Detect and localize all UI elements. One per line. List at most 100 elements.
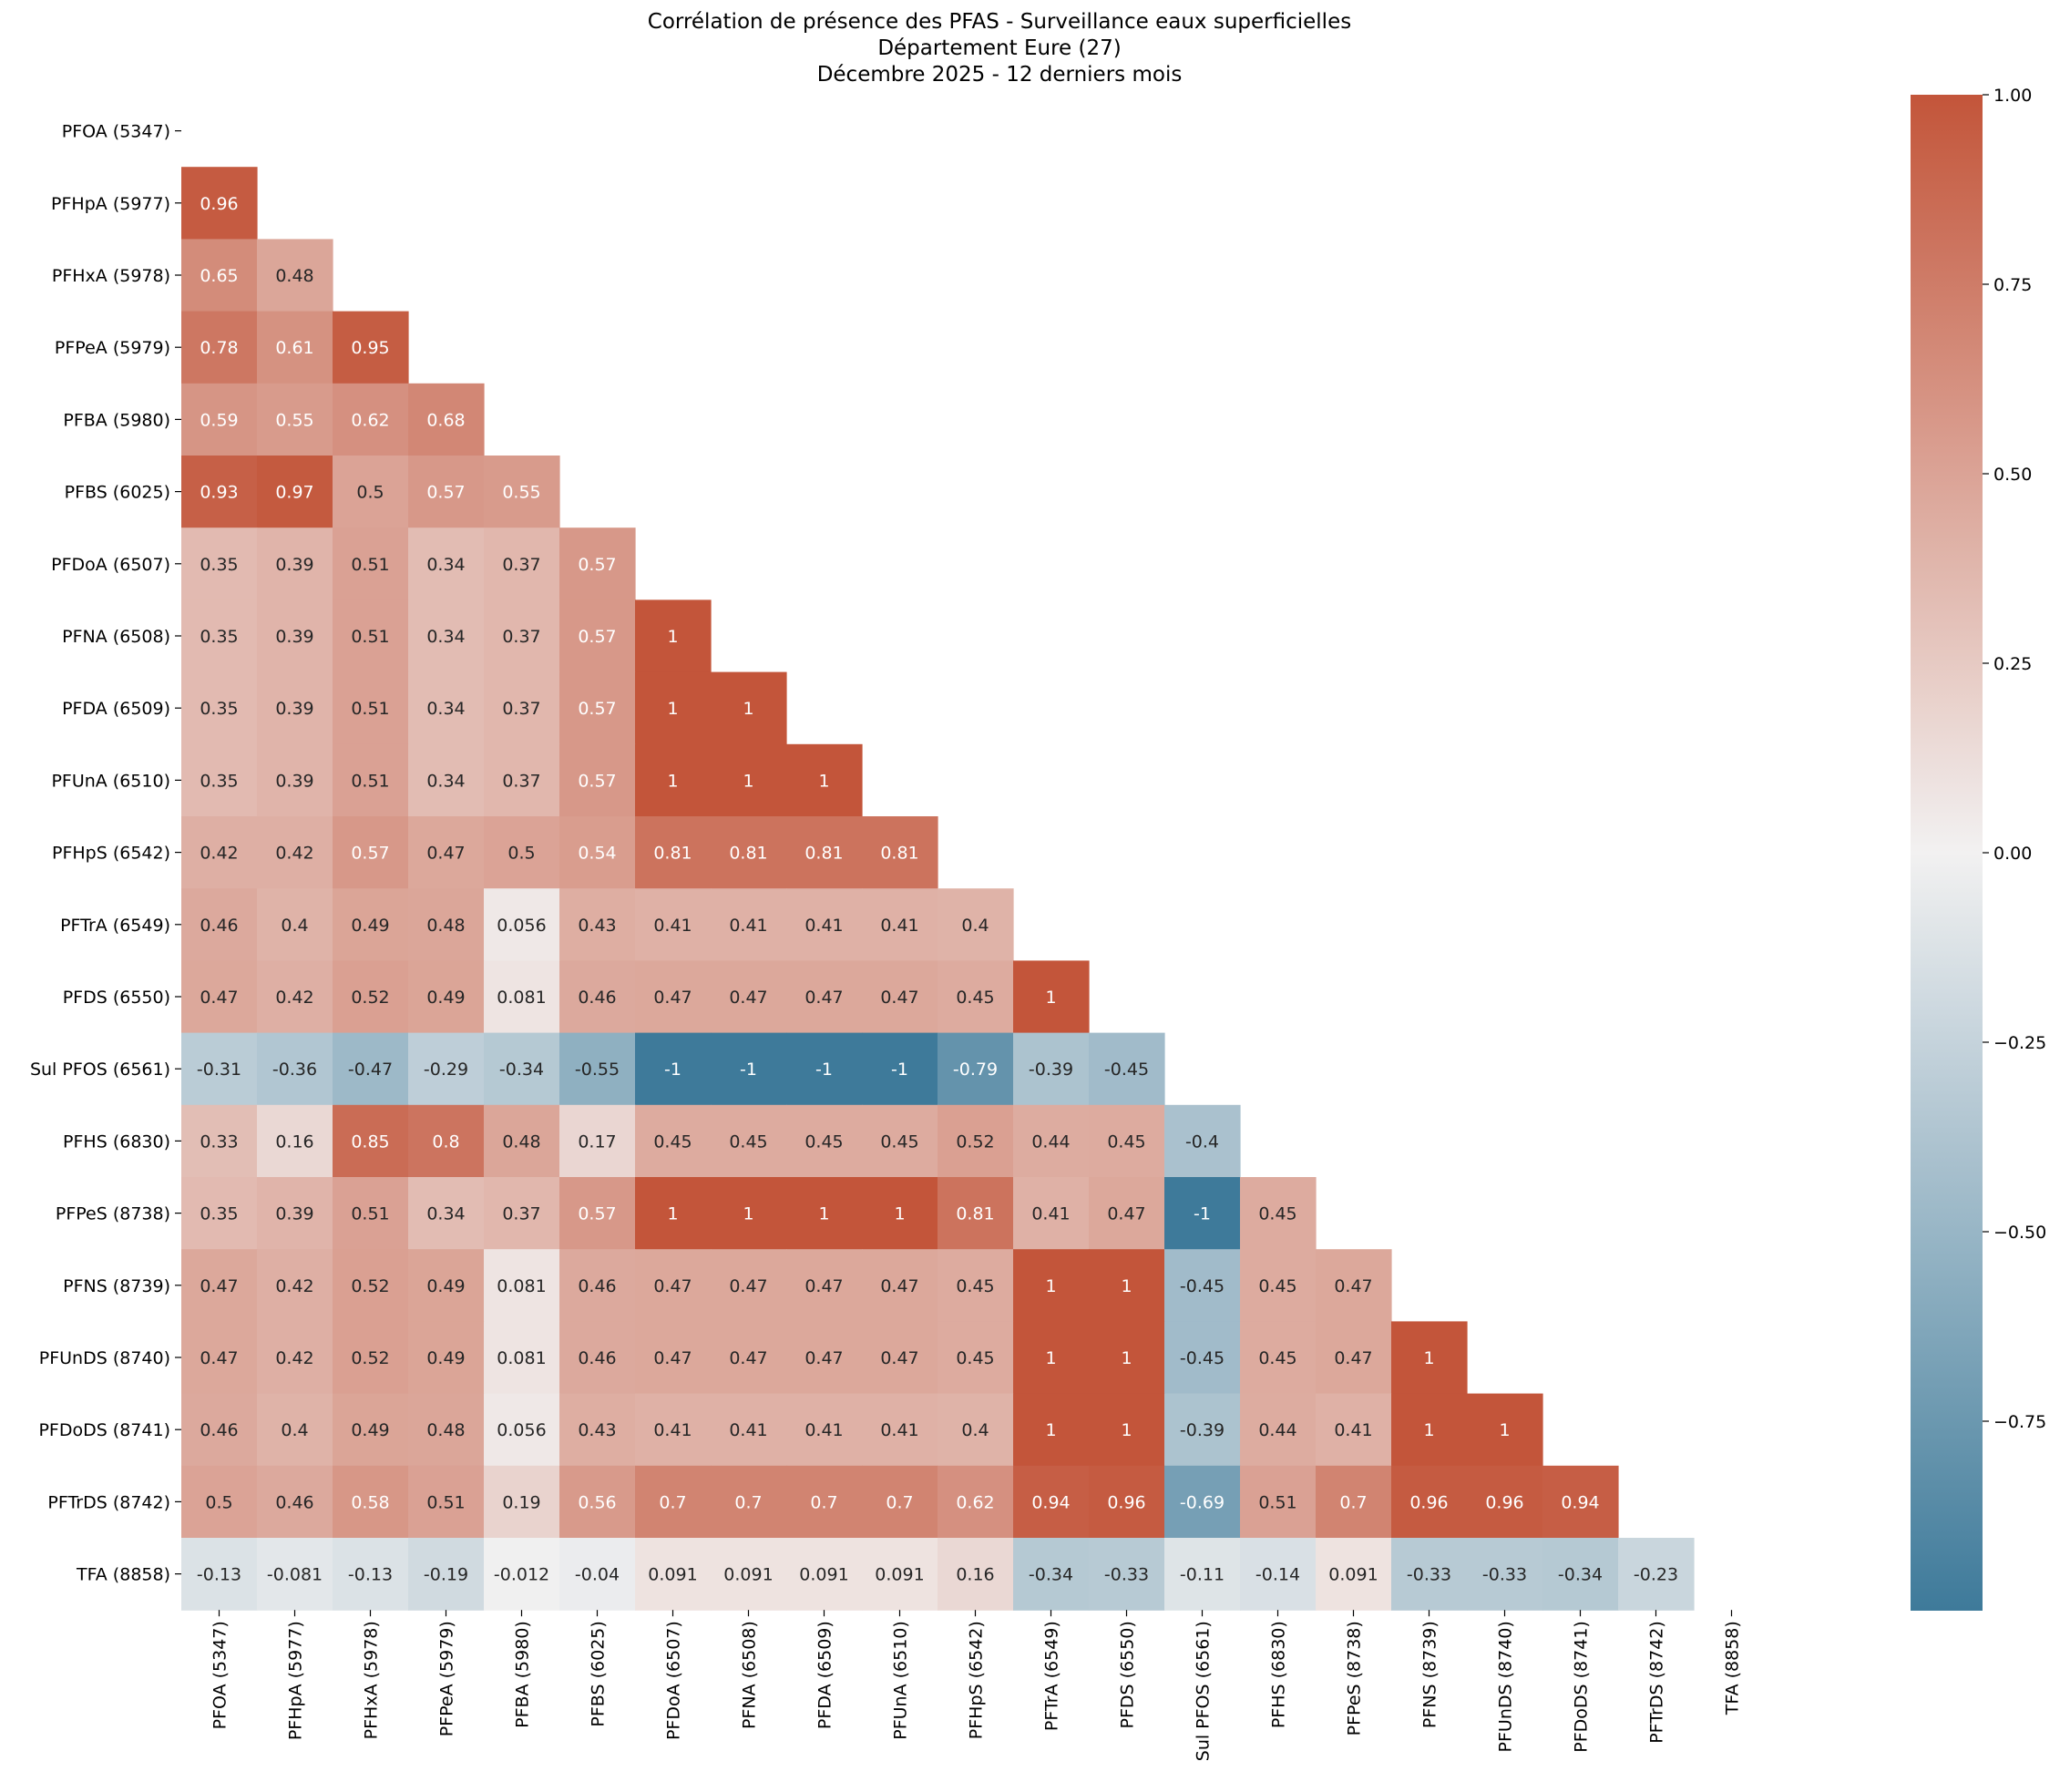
heatmap-cell [408,383,485,456]
heatmap-cell [257,1104,333,1178]
heatmap-cell [484,1249,560,1322]
cell-value-label: 0.45 [956,988,994,1008]
heatmap-cell [333,1177,409,1250]
cell-value-label: 0.81 [653,844,692,864]
cell-value-label: 0.41 [729,1420,767,1440]
cell-value-label: 0.091 [723,1565,773,1585]
heatmap-cell [862,816,938,889]
cell-value-label: 0.47 [200,1276,238,1296]
cell-value-label: -0.39 [1180,1420,1225,1440]
cell-value-label: 1 [667,771,678,791]
heatmap-cell [1240,1393,1317,1467]
heatmap-cell [635,1321,712,1395]
cell-value-label: 0.81 [729,844,767,864]
heatmap-cell [559,1032,636,1106]
cell-value-label: 0.4 [281,916,308,936]
cell-value-label: 0.19 [502,1492,540,1512]
cell-value-label: 1 [667,627,678,647]
cell-value-label: 0.39 [275,627,313,647]
heatmap-cell [1467,1465,1543,1539]
cell-value-label: 0.47 [653,1276,692,1296]
heatmap-cell [635,1465,712,1539]
heatmap-cell [1164,1321,1241,1395]
x-tick-label: PFHpA (5977) [286,1621,306,1740]
cell-value-label: 0.47 [880,988,918,1008]
cell-value-label: 0.47 [729,1276,767,1296]
cell-value-label: 0.47 [729,988,767,1008]
heatmap-cell [1013,1321,1090,1395]
cell-value-label: 0.97 [275,483,313,503]
heatmap-cell [408,743,485,817]
heatmap-cell [938,1321,1014,1395]
cell-value-label: 0.94 [1561,1492,1599,1512]
cell-value-label: 0.81 [804,844,843,864]
y-tick-label: PFTrA (6549) [60,916,170,936]
cell-value-label: 0.51 [351,699,389,719]
heatmap-cell [559,816,636,889]
heatmap-cell [181,383,258,456]
y-tick-label: PFHpA (5977) [51,194,170,214]
cell-value-label: 0.37 [502,771,540,791]
cell-value-label: 0.57 [578,627,616,647]
heatmap-cell [1164,1249,1241,1322]
heatmap-cell [408,456,485,528]
cell-value-label: 0.7 [886,1492,913,1512]
y-tick-label: Sul PFOS (6561) [30,1060,170,1080]
cell-value-label: 0.41 [653,916,692,936]
cell-value-label: 0.5 [205,1492,232,1512]
heatmap-cell [333,1104,409,1178]
heatmap-cell [484,1177,560,1250]
heatmap-cell [1013,1393,1090,1467]
cell-value-label: -0.39 [1029,1060,1073,1080]
heatmap-cell [408,1465,485,1539]
heatmap-cell [181,671,258,745]
heatmap-cell [1316,1465,1392,1539]
heatmap-cell [1542,1465,1619,1539]
title-line-2: Département Eure (27) [877,36,1122,60]
heatmap-cell [484,527,560,600]
y-tick-label: PFTrDS (8742) [47,1492,170,1512]
heatmap-cell [559,1249,636,1322]
cell-value-label: -0.55 [575,1060,620,1080]
heatmap-cell [938,1032,1014,1106]
heatmap-cell [333,960,409,1034]
cell-value-label: -0.45 [1104,1060,1149,1080]
heatmap-cell [635,1538,712,1611]
heatmap-cell [257,456,333,528]
cell-value-label: 0.4 [961,1420,989,1440]
heatmap-cell [786,1177,863,1250]
heatmap-cell [181,816,258,889]
cell-value-label: -0.19 [424,1565,468,1585]
cell-value-label: 0.78 [200,338,238,358]
cell-value-label: 0.57 [578,699,616,719]
cell-value-label: 0.81 [956,1204,994,1224]
heatmap-cell [1089,1249,1165,1322]
heatmap-cell [1089,1104,1165,1178]
cell-value-label: 0.37 [502,699,540,719]
heatmap-cell [711,671,787,745]
heatmap-cell [181,743,258,817]
heatmap-cell [1089,1393,1165,1467]
heatmap-cell [1391,1465,1468,1539]
cell-value-label: 0.39 [275,555,313,575]
cell-value-label: 0.49 [351,1420,389,1440]
heatmap-cell [408,599,485,673]
y-tick-label: PFOA (5347) [62,122,170,142]
cell-value-label: 0.34 [426,699,465,719]
cell-value-label: 0.17 [578,1132,616,1152]
heatmap-cell [786,960,863,1034]
heatmap-cell [1391,1321,1468,1395]
cell-value-label: 1 [818,1204,829,1224]
heatmap-cell [786,743,863,817]
heatmap-cell [257,1321,333,1395]
heatmap-cell [1316,1393,1392,1467]
cell-value-label: 0.55 [275,410,313,430]
heatmap-cell [257,239,333,312]
heatmap-cell [1240,1321,1317,1395]
heatmap-cell [484,816,560,889]
heatmap-cell [484,1321,560,1395]
cell-value-label: 0.34 [426,771,465,791]
heatmap-cell [333,816,409,889]
cell-value-label: 0.4 [961,916,989,936]
